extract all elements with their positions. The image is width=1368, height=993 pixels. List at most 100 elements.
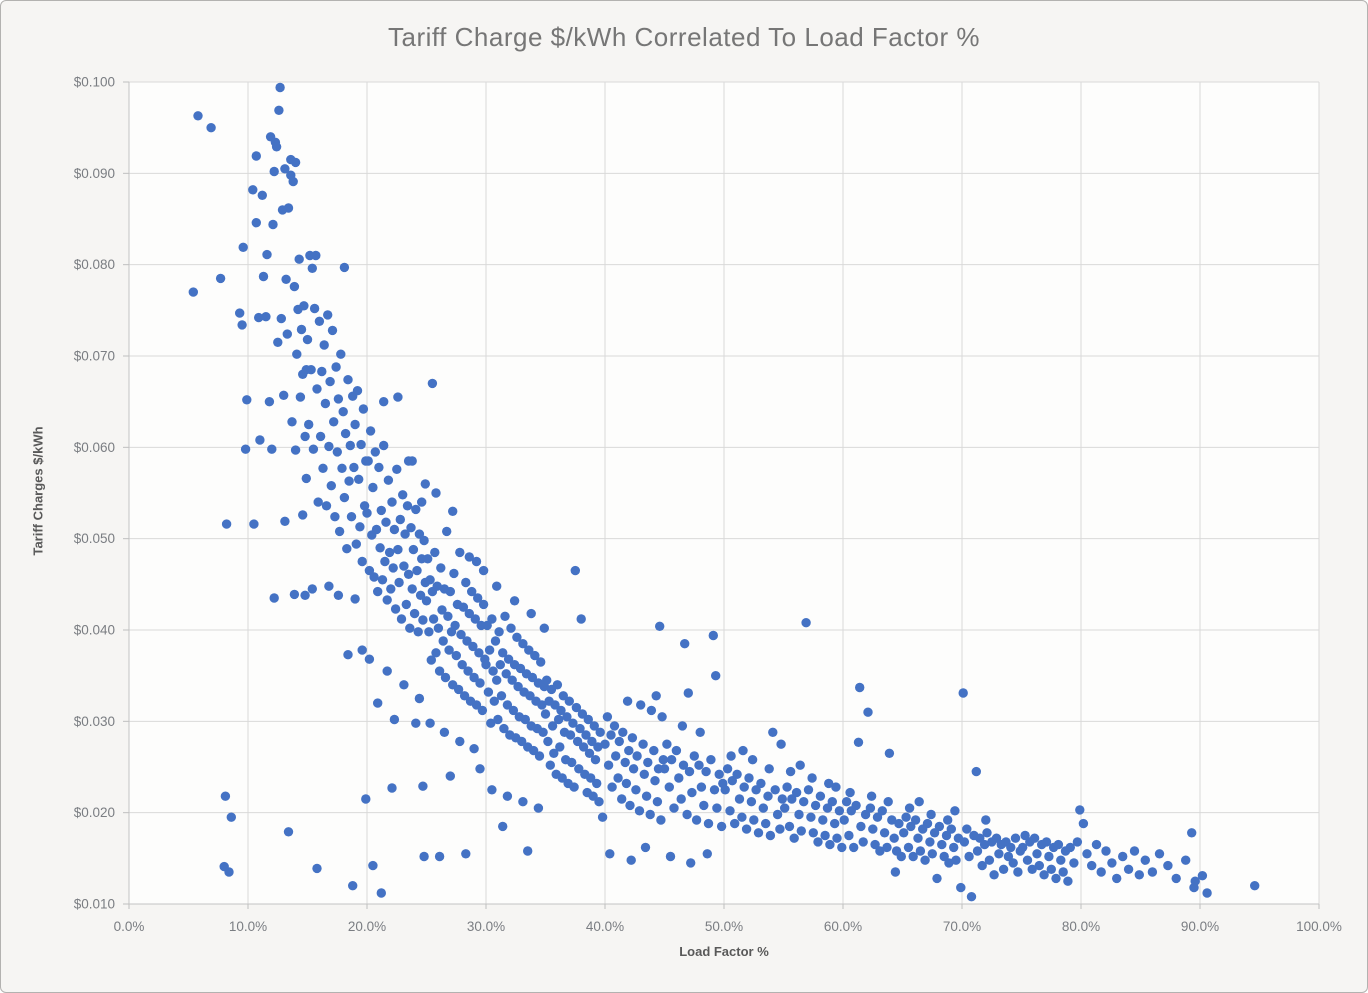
scatter-point	[342, 544, 352, 554]
scatter-point	[677, 721, 688, 731]
scatter-point	[982, 828, 992, 838]
scatter-point	[423, 554, 433, 564]
scatter-point	[543, 736, 553, 747]
scatter-point	[578, 742, 589, 752]
scatter-point	[343, 650, 353, 660]
scatter-point	[606, 730, 616, 740]
scatter-point	[1101, 846, 1111, 856]
scatter-point	[343, 375, 353, 385]
scatter-point	[595, 727, 605, 737]
scatter-point	[384, 547, 395, 558]
scatter-point	[575, 723, 585, 734]
scatter-point	[407, 584, 417, 594]
scatter-point	[749, 815, 759, 825]
scatter-point	[904, 803, 915, 813]
scatter-point	[306, 365, 316, 375]
scatter-point	[1069, 858, 1079, 868]
x-tick-label: 30.0%	[467, 919, 505, 934]
scatter-point	[730, 818, 740, 829]
x-tick-label: 90.0%	[1181, 919, 1219, 934]
y-tick-label: $0.090	[74, 166, 115, 181]
scatter-point	[665, 851, 676, 862]
scatter-point	[349, 462, 359, 473]
scatter-point	[738, 745, 748, 756]
scatter-point	[636, 700, 646, 710]
scatter-point	[571, 702, 582, 713]
scatter-point	[617, 794, 627, 804]
scatter-point	[641, 791, 652, 801]
scatter-point	[419, 535, 429, 546]
scatter-point	[376, 505, 386, 516]
scatter-point	[706, 755, 716, 765]
scatter-point	[803, 785, 814, 795]
y-tick-label: $0.030	[74, 714, 115, 729]
scatter-point	[684, 766, 695, 777]
scatter-point	[477, 705, 488, 716]
scatter-point	[589, 721, 599, 731]
scatter-point	[242, 395, 252, 405]
scatter-point	[655, 621, 665, 631]
scatter-point	[856, 821, 866, 832]
scatter-point	[1250, 881, 1260, 891]
scatter-point	[849, 842, 859, 853]
scatter-point	[586, 773, 596, 783]
y-tick-label: $0.060	[74, 440, 115, 455]
scatter-point	[925, 837, 935, 847]
scatter-point	[981, 815, 991, 825]
x-tick-label: 70.0%	[943, 919, 981, 934]
scatter-point	[311, 250, 321, 261]
scatter-point	[500, 611, 510, 621]
scatter-point	[896, 851, 906, 862]
scatter-point	[489, 696, 499, 706]
scatter-point	[379, 440, 389, 451]
scatter-point	[1107, 858, 1117, 868]
scatter-point	[188, 287, 198, 297]
scatter-point	[471, 556, 482, 567]
scatter-point	[651, 691, 661, 701]
scatter-point	[455, 736, 465, 747]
scatter-point	[333, 394, 344, 404]
scatter-point	[613, 773, 623, 783]
x-tick-label: 60.0%	[824, 919, 862, 934]
scatter-point	[701, 766, 711, 777]
scatter-point	[669, 803, 679, 813]
scatter-point	[645, 809, 655, 820]
scatter-point	[545, 760, 555, 770]
scatter-point	[975, 833, 985, 843]
scatter-point	[841, 797, 852, 807]
scatter-point	[399, 680, 409, 690]
scatter-point	[393, 392, 403, 402]
scatter-point	[603, 760, 614, 770]
scatter-point	[913, 833, 923, 843]
scatter-point	[436, 563, 446, 573]
scatter-point	[1190, 876, 1200, 886]
scatter-point	[427, 378, 438, 389]
scatter-point	[538, 727, 548, 737]
scatter-point	[756, 778, 766, 789]
scatter-point	[503, 654, 514, 664]
scatter-point	[312, 384, 322, 394]
scatter-point	[827, 797, 837, 807]
scatter-point	[787, 794, 797, 804]
scatter-point	[269, 166, 279, 177]
scatter-point	[650, 776, 660, 786]
scatter-point	[434, 851, 445, 862]
scatter-point	[418, 781, 428, 791]
scatter-point	[340, 428, 351, 439]
scatter-point	[495, 660, 505, 670]
scatter-point	[887, 815, 897, 825]
scatter-point	[355, 522, 365, 532]
scatter-point	[958, 688, 968, 698]
scatter-point	[845, 787, 855, 798]
scatter-point	[801, 618, 811, 628]
scatter-point	[1013, 867, 1023, 877]
scatter-point	[383, 475, 394, 485]
scatter-point	[488, 666, 498, 676]
scatter-point	[687, 787, 697, 798]
scatter-point	[357, 556, 367, 567]
scatter-point	[711, 671, 721, 681]
scatter-point	[515, 663, 526, 674]
scatter-point	[373, 698, 383, 708]
scatter-point	[339, 262, 350, 273]
scatter-point	[537, 700, 547, 710]
